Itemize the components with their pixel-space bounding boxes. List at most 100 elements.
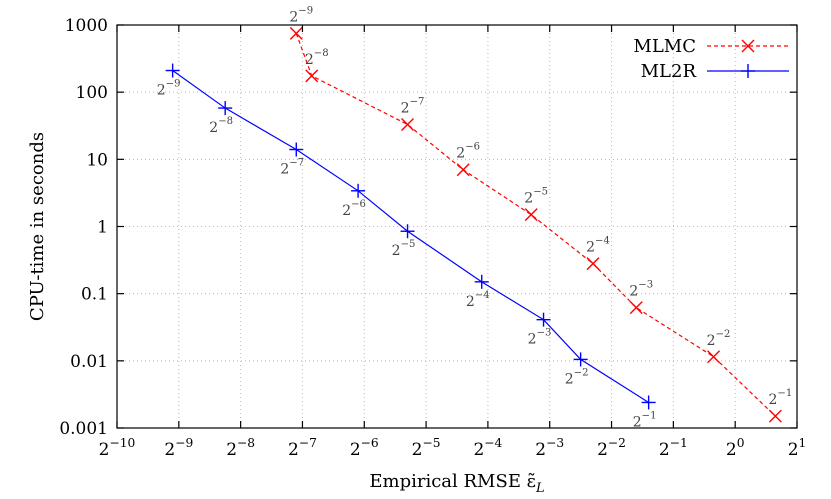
data-point-label: 2−2 (707, 329, 731, 349)
y-axis-title: CPU-time in seconds (27, 132, 48, 321)
data-point-label-exponent: −7 (410, 97, 425, 108)
data-point-label-base: 2 (707, 333, 716, 349)
x-tick-label: 2−1 (659, 436, 688, 460)
marker-stroke (524, 208, 538, 222)
y-tick-label: 1 (97, 218, 108, 238)
x-tick-label-exponent: −9 (175, 436, 193, 450)
data-point-label-base: 2 (528, 332, 537, 348)
data-point-x-marker (741, 39, 755, 53)
data-point-plus-marker (641, 395, 656, 410)
x-tick-label-base: 2 (535, 440, 546, 460)
data-point-label: 2−9 (157, 79, 181, 99)
x-tick-label-base: 2 (597, 440, 608, 460)
data-point-x-marker (289, 26, 303, 40)
x-axis-title-main: Empirical RMSE ε̃ (369, 471, 536, 492)
x-tick-label: 2−2 (597, 436, 626, 460)
data-point-x-marker (401, 118, 415, 132)
data-point-x-marker (707, 350, 721, 364)
data-point-label: 2−7 (280, 158, 304, 178)
x-tick-label-base: 2 (726, 440, 737, 460)
data-point-label: 2−6 (456, 142, 480, 162)
data-point-label-exponent: −2 (574, 367, 589, 378)
data-point-label: 2−3 (528, 328, 552, 348)
data-point-label-base: 2 (466, 294, 475, 310)
data-point-label: 2−8 (209, 116, 233, 136)
x-tick-label-exponent: 1 (799, 436, 807, 450)
data-point-label-exponent: −5 (533, 187, 548, 198)
data-point-label-base: 2 (401, 101, 410, 117)
data-point-label-exponent: −6 (351, 199, 366, 210)
x-tick-label-base: 2 (226, 440, 237, 460)
marker-stroke (741, 39, 755, 53)
x-tick-label-exponent: −5 (422, 436, 440, 450)
data-point-label: 2−9 (289, 5, 313, 25)
marker-stroke (305, 69, 319, 83)
data-point-label: 2−8 (305, 48, 329, 68)
data-point-label: 2−7 (401, 97, 425, 117)
point-labels: 2−92−82−72−62−52−42−32−22−12−92−82−72−62… (157, 5, 793, 430)
data-point-label-exponent: −3 (638, 280, 653, 291)
data-point-label-base: 2 (768, 392, 777, 408)
x-tick-label: 2−9 (164, 436, 193, 460)
x-tick-label: 2−6 (350, 436, 379, 460)
marker-stroke (707, 350, 721, 364)
x-tick-label: 2−3 (535, 436, 564, 460)
marker-stroke (629, 301, 643, 315)
marker-stroke (768, 409, 782, 423)
data-point-label-exponent: −9 (298, 5, 313, 16)
data-point-label: 2−3 (629, 280, 653, 300)
marker-stroke (401, 118, 415, 132)
x-tick-label-exponent: −1 (670, 436, 688, 450)
data-point-label-base: 2 (342, 203, 351, 219)
x-tick-label-exponent: −4 (484, 436, 502, 450)
data-point-label-base: 2 (456, 146, 465, 162)
x-axis-title-subscript: L (535, 481, 545, 496)
x-tick-label-exponent: −3 (546, 436, 564, 450)
data-point-label: 2−1 (768, 388, 792, 408)
data-point-x-marker (768, 409, 782, 423)
x-tick-label-base: 2 (350, 440, 361, 460)
data-point-plus-marker (573, 352, 588, 367)
data-point-label: 2−1 (633, 410, 657, 430)
x-tick-label: 2−5 (412, 436, 441, 460)
data-point-label-exponent: −3 (537, 328, 552, 339)
data-point-plus-marker (474, 274, 489, 289)
x-tick-label-base: 2 (164, 440, 175, 460)
data-point-label-exponent: −4 (475, 290, 490, 301)
x-tick-label-base: 2 (788, 440, 799, 460)
data-point-x-marker (586, 257, 600, 271)
data-point-label: 2−5 (524, 187, 548, 207)
x-tick-label-exponent: −6 (361, 436, 379, 450)
data-point-label-exponent: −8 (218, 116, 233, 127)
series-layer (165, 26, 782, 423)
x-tick-label-base: 2 (473, 440, 484, 460)
series-line-ml2r (172, 70, 649, 403)
x-tick-label-exponent: −8 (237, 436, 255, 450)
legend: MLMC ML2R (633, 36, 789, 82)
data-point-label: 2−2 (565, 367, 589, 387)
x-tick-label: 21 (788, 436, 807, 460)
x-tick-label-base: 2 (288, 440, 299, 460)
axis-ticks: 2−10 2−9 2−8 2−7 2−6 2−5 2−4 2−3 2−2 2−1 20 210.001… (59, 16, 806, 460)
y-tick-label: 0.01 (70, 352, 108, 372)
x-tick-label: 20 (726, 436, 745, 460)
y-tick-label: 0.001 (59, 419, 108, 439)
x-tick-label-base: 2 (99, 440, 110, 460)
data-point-label: 2−5 (392, 239, 416, 259)
x-tick-label-base: 2 (412, 440, 423, 460)
legend-label: MLMC (633, 36, 696, 57)
x-tick-label: 2−4 (473, 436, 502, 460)
data-point-label-base: 2 (524, 191, 533, 207)
data-point-label-base: 2 (289, 9, 298, 25)
x-tick-label-exponent: −2 (608, 436, 626, 450)
data-point-label-base: 2 (629, 284, 638, 300)
x-axis-title: Empirical RMSE ε̃L (369, 471, 544, 496)
x-tick-label-exponent: 0 (737, 436, 745, 450)
data-point-label-base: 2 (586, 240, 595, 256)
data-point-plus-marker (536, 312, 551, 327)
data-point-plus-marker (289, 142, 304, 157)
data-point-label: 2−4 (586, 236, 610, 256)
y-tick-label: 100 (76, 83, 108, 103)
data-point-x-marker (629, 301, 643, 315)
